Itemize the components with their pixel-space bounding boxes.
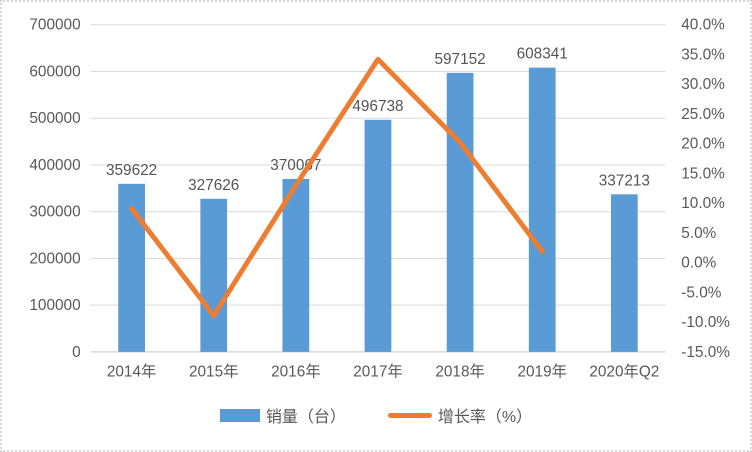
bar	[610, 194, 638, 352]
bar-value-label: 359622	[106, 162, 157, 179]
bar-value-label: 597152	[434, 51, 485, 68]
right-axis-tick-label: 10.0%	[681, 195, 725, 212]
bar	[528, 67, 556, 352]
bar-value-label: 327626	[188, 177, 239, 194]
right-axis-tick-label: 0.0%	[681, 255, 716, 272]
growth-rate-line	[129, 56, 545, 319]
bar	[364, 119, 392, 352]
category-label: 2016年	[271, 363, 321, 381]
right-axis-tick-label: 15.0%	[681, 165, 725, 182]
left-axis-tick-label: 400000	[29, 157, 80, 174]
left-axis-tick-label: 600000	[29, 63, 80, 80]
legend: 销量（台） 增长率（%）	[2, 403, 750, 427]
category-label: 2018年	[435, 363, 485, 381]
legend-label-sales: 销量（台）	[265, 409, 346, 426]
bar-value-label: 496738	[352, 98, 403, 115]
category-label: 2017年	[353, 363, 403, 381]
right-axis-tick-label: 25.0%	[681, 106, 725, 123]
category-label: 2014年	[107, 363, 157, 381]
left-axis-tick-label: 700000	[29, 17, 80, 34]
bar	[446, 72, 474, 352]
left-axis-tick-label: 200000	[29, 250, 80, 267]
right-axis-tick-label: 35.0%	[681, 46, 725, 63]
right-axis-tick-label: -10.0%	[681, 314, 730, 331]
line-series-swatch	[387, 412, 432, 418]
bar-series-swatch	[219, 408, 260, 422]
right-axis-tick-label: 20.0%	[681, 136, 725, 153]
category-label: 2020年Q2	[589, 363, 659, 381]
right-axis-tick-label: 40.0%	[681, 17, 725, 34]
bar-value-label: 337213	[599, 172, 650, 189]
category-label: 2019年	[517, 363, 567, 381]
left-axis-tick-label: 300000	[29, 204, 80, 221]
left-axis-tick-label: 100000	[29, 297, 80, 314]
legend-label-growth: 增长率（%）	[437, 409, 533, 426]
legend-item-growth: 增长率（%）	[387, 403, 533, 427]
left-axis-tick-label: 0	[72, 344, 81, 361]
legend-item-sales: 销量（台）	[219, 403, 346, 427]
bar	[200, 198, 228, 352]
right-axis-tick-label: -5.0%	[681, 284, 721, 301]
category-label: 2015年	[189, 363, 239, 381]
right-axis-tick-label: 30.0%	[681, 76, 725, 93]
left-axis-tick-label: 500000	[29, 110, 80, 127]
bar-value-label: 608341	[517, 46, 568, 63]
right-axis-tick-label: 5.0%	[681, 225, 716, 242]
right-axis-tick-label: -15.0%	[681, 344, 730, 361]
bar	[282, 178, 310, 352]
